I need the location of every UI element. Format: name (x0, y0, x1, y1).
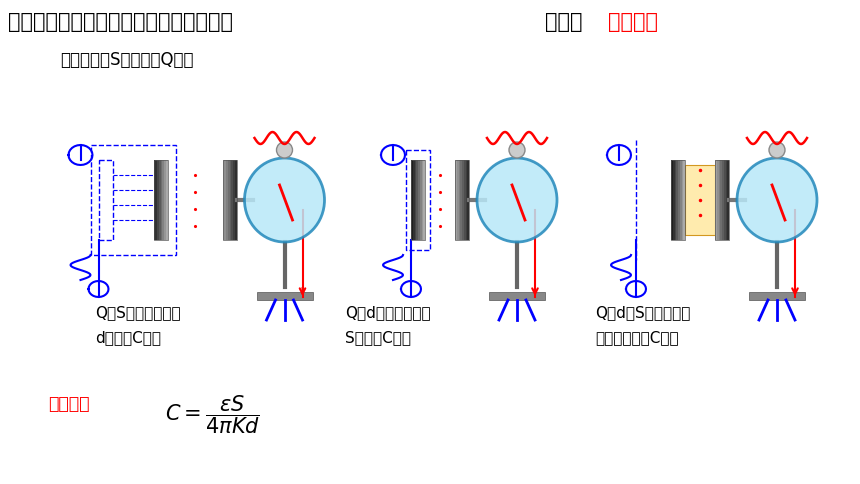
Bar (460, 160, 462, 240)
Ellipse shape (277, 142, 292, 158)
Text: ，插入介质，C越大: ，插入介质，C越大 (595, 330, 679, 345)
Bar (256, 292, 312, 300)
Bar (166, 160, 168, 240)
Bar (718, 160, 721, 240)
Bar (455, 160, 457, 240)
Text: S越大，C越大: S越大，C越大 (345, 330, 411, 345)
Text: Q、S保持不变时，: Q、S保持不变时， (95, 305, 181, 320)
Bar (464, 160, 465, 240)
Bar (467, 160, 469, 240)
Bar (721, 160, 722, 240)
Bar (457, 160, 458, 240)
Bar (678, 160, 679, 240)
Bar (233, 160, 235, 240)
Bar (455, 160, 469, 240)
Bar (679, 160, 681, 240)
Bar (420, 160, 421, 240)
Bar (715, 160, 716, 240)
Text: 控制变量: 控制变量 (608, 12, 658, 32)
Text: $C=\dfrac{\varepsilon S}{4\pi Kd}$: $C=\dfrac{\varepsilon S}{4\pi Kd}$ (165, 393, 260, 436)
Bar (671, 160, 673, 240)
Bar (159, 160, 161, 240)
Bar (230, 160, 231, 240)
Text: Q、d保持不变时，: Q、d保持不变时， (345, 305, 431, 320)
Bar (411, 160, 413, 240)
Ellipse shape (769, 142, 785, 158)
Bar (406, 150, 430, 250)
Bar (726, 160, 728, 240)
Bar (153, 160, 168, 240)
Bar (423, 160, 425, 240)
Bar (223, 160, 237, 240)
Text: Q、d、S保持不变时: Q、d、S保持不变时 (595, 305, 691, 320)
Bar (224, 160, 226, 240)
Bar (681, 160, 683, 240)
Bar (674, 160, 676, 240)
Bar (421, 160, 423, 240)
Bar (683, 160, 685, 240)
Bar (235, 160, 237, 240)
Bar (415, 160, 416, 240)
Bar (226, 160, 228, 240)
Bar (231, 160, 233, 240)
Bar (673, 160, 674, 240)
Bar (153, 160, 156, 240)
Bar (458, 160, 460, 240)
Ellipse shape (737, 158, 817, 242)
Bar (163, 160, 164, 240)
Text: 平行板电容器的电容大小的决定因素探究: 平行板电容器的电容大小的决定因素探究 (8, 12, 233, 32)
Bar (228, 160, 230, 240)
Bar (156, 160, 157, 240)
Bar (465, 160, 467, 240)
Bar (676, 160, 678, 240)
Bar (489, 292, 545, 300)
Bar (411, 160, 425, 240)
Ellipse shape (509, 142, 525, 158)
Bar (715, 160, 729, 240)
Text: 实验公式: 实验公式 (48, 395, 89, 413)
Bar (749, 292, 805, 300)
Bar (671, 160, 685, 240)
Bar (413, 160, 415, 240)
Bar (716, 160, 718, 240)
Bar (161, 160, 163, 240)
Bar (90, 145, 175, 255)
Bar (685, 165, 715, 235)
Bar (164, 160, 166, 240)
Bar (728, 160, 729, 240)
Text: d越大，C越小: d越大，C越小 (95, 330, 161, 345)
Bar (157, 160, 159, 240)
Ellipse shape (244, 158, 324, 242)
Bar (462, 160, 464, 240)
Ellipse shape (477, 158, 557, 242)
Bar (418, 160, 420, 240)
Bar (722, 160, 724, 240)
Bar (416, 160, 418, 240)
Text: 方法：: 方法： (545, 12, 582, 32)
Bar (99, 160, 113, 240)
Bar (223, 160, 224, 240)
Bar (724, 160, 726, 240)
Text: 充电后断开S，电荷量Q恒定: 充电后断开S，电荷量Q恒定 (60, 51, 194, 69)
